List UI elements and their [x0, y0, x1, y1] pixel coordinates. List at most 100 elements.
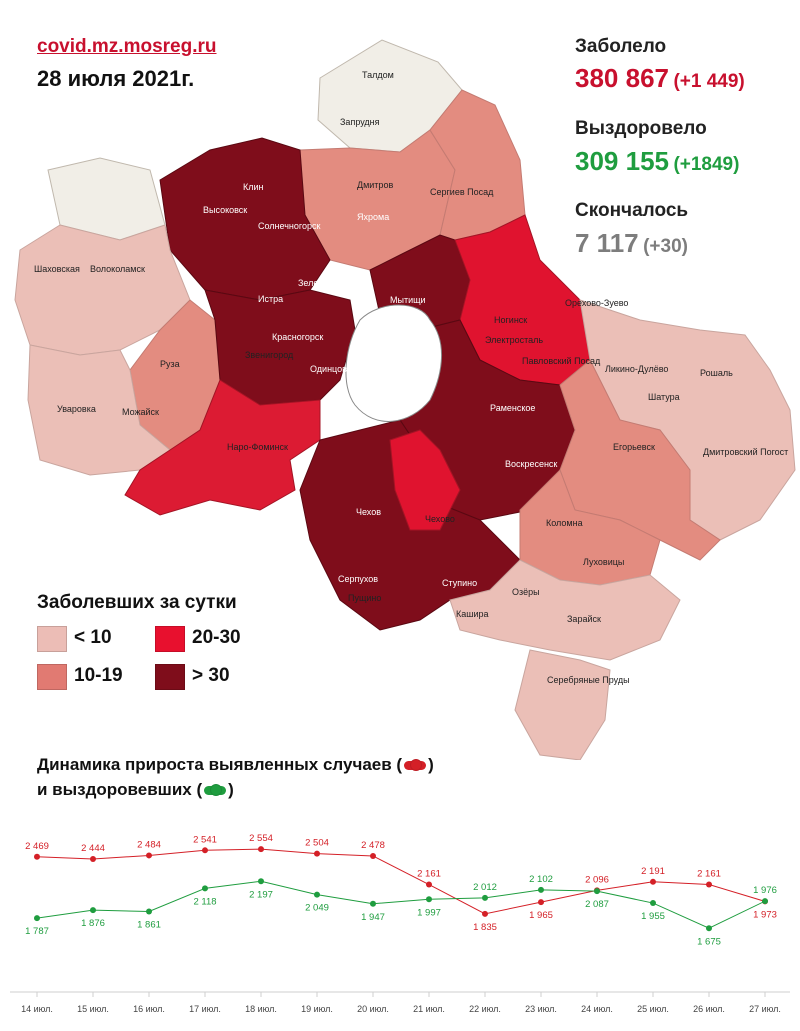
- town-label: Наро-Фоминск: [227, 442, 288, 452]
- town-label: Зеленоград: [298, 278, 348, 288]
- legend-swatch-gt30: [155, 664, 185, 690]
- recovered-data-label: 2 012: [473, 882, 497, 893]
- x-tick-label: 17 июл.: [189, 1004, 221, 1014]
- town-label: Луховицы: [583, 557, 624, 567]
- cases-data-label: 2 504: [305, 838, 329, 849]
- infected-value: 380 867: [575, 63, 669, 93]
- cases-data-label: 1 973: [753, 909, 777, 920]
- recovered-data-label: 2 087: [585, 899, 609, 910]
- legend-swatch-20-30: [155, 626, 185, 652]
- town-label: Орехово-Зуево: [565, 298, 628, 308]
- town-label: Электросталь: [485, 335, 543, 345]
- cases-point: [538, 899, 544, 906]
- town-label: Чехово: [425, 514, 455, 524]
- cases-data-label: 2 191: [641, 866, 665, 877]
- site-link[interactable]: covid.mz.mosreg.ru: [37, 36, 217, 57]
- cases-point: [34, 853, 40, 860]
- town-label: Одинцово: [310, 364, 352, 374]
- cases-data-label: 2 554: [249, 833, 273, 844]
- dynamics-title: Динамика прироста выявленных случаев () …: [37, 752, 434, 802]
- town-label: Ступино: [442, 578, 477, 588]
- town-labels: Талдом Запрудня Дмитров Сергиев Посад Клин Вы…: [34, 70, 788, 685]
- recovered-data-label: 2 197: [249, 889, 273, 900]
- town-label: Дмитровский Погост: [703, 447, 788, 457]
- cases-data-label: 2 161: [697, 869, 721, 880]
- recovered-data-label: 2 118: [193, 896, 216, 907]
- x-tick-label: 18 июл.: [245, 1004, 277, 1014]
- district-serebryanye-prudy: [514, 649, 611, 760]
- cases-point: [370, 852, 376, 859]
- cases-marker-icon: [404, 759, 427, 772]
- x-tick-label: 16 июл.: [133, 1004, 165, 1014]
- town-label: Раменское: [490, 403, 535, 413]
- x-tick-label: 25 июл.: [637, 1004, 669, 1014]
- cases-data-label: 2 444: [81, 843, 105, 854]
- legend-swatch-10-19: [37, 664, 67, 690]
- recovered-point: [202, 885, 208, 892]
- recovered-point: [650, 900, 656, 907]
- cases-point: [90, 856, 96, 863]
- map-districts: [14, 39, 796, 760]
- x-tick-label: 26 июл.: [693, 1004, 725, 1014]
- dynamics-title-close1: ): [428, 755, 434, 774]
- town-label: Шатура: [648, 392, 680, 402]
- recovered-point: [762, 898, 768, 905]
- town-label: Ликино-Дулёво: [605, 364, 668, 374]
- legend-label-lt10: < 10: [74, 627, 112, 648]
- town-label: Руза: [160, 359, 180, 369]
- x-tick-label: 24 июл.: [581, 1004, 613, 1014]
- recovered-line: [36, 880, 766, 929]
- cases-data-label: 2 478: [361, 840, 385, 851]
- district-naro-fominsk: [124, 379, 321, 516]
- district-istra: [204, 289, 356, 406]
- moscow-city-hole: [345, 304, 443, 422]
- deaths-delta: (+30): [643, 236, 688, 257]
- cases-line: [36, 848, 766, 915]
- x-tick-label: 27 июл.: [749, 1004, 781, 1014]
- dynamics-title-line1: Динамика прироста выявленных случаев (): [37, 752, 434, 777]
- recovered-data-label: 2 102: [529, 874, 553, 885]
- cases-point: [650, 878, 656, 885]
- town-label: Серпухов: [338, 574, 378, 584]
- recovered-point: [706, 925, 712, 932]
- recovered-point: [482, 894, 488, 901]
- recovered-data-label: 1 675: [697, 936, 721, 947]
- town-label: Клин: [243, 182, 264, 192]
- cases-data-label: 2 484: [137, 839, 161, 850]
- cases-data-label: 2 096: [585, 874, 609, 885]
- dynamics-title-text1: Динамика прироста выявленных случаев (: [37, 755, 403, 774]
- town-label: Пущино: [348, 593, 381, 603]
- recovered-point: [594, 888, 600, 895]
- town-label: Шаховская: [34, 264, 80, 274]
- town-label: Кашира: [456, 609, 489, 619]
- town-label: Павловский Посад: [522, 356, 601, 366]
- cases-data-label: 2 161: [417, 869, 441, 880]
- town-label: Истра: [258, 294, 283, 304]
- town-label: Высоковск: [203, 205, 247, 215]
- town-label: Воскресенск: [505, 459, 557, 469]
- recovered-label: Выздоровело: [575, 118, 707, 139]
- town-label: Озёры: [512, 587, 540, 597]
- recovered-marker-icon: [204, 784, 227, 797]
- town-label: Дмитров: [357, 180, 393, 190]
- x-tick-label: 23 июл.: [525, 1004, 557, 1014]
- town-label: Зарайск: [567, 614, 601, 624]
- cases-point: [202, 847, 208, 854]
- legend-label-10-19: 10-19: [74, 665, 123, 686]
- x-tick-label: 22 июл.: [469, 1004, 501, 1014]
- recovered-data-label: 1 997: [417, 907, 441, 918]
- town-label: Красногорск: [272, 332, 323, 342]
- recovered-point: [370, 900, 376, 907]
- deaths-label: Скончалось: [575, 200, 689, 221]
- cases-data-label: 2 541: [193, 834, 217, 845]
- cases-point: [426, 881, 432, 888]
- cases-point: [146, 852, 152, 859]
- cases-data-label: 1 835: [473, 922, 497, 933]
- town-label: Звенигород: [245, 350, 294, 360]
- cases-point: [482, 910, 488, 917]
- town-label: Рошаль: [700, 368, 733, 378]
- cases-point: [314, 850, 320, 857]
- x-tick-label: 15 июл.: [77, 1004, 109, 1014]
- town-label: Запрудня: [340, 117, 380, 127]
- district-klin: [159, 137, 331, 301]
